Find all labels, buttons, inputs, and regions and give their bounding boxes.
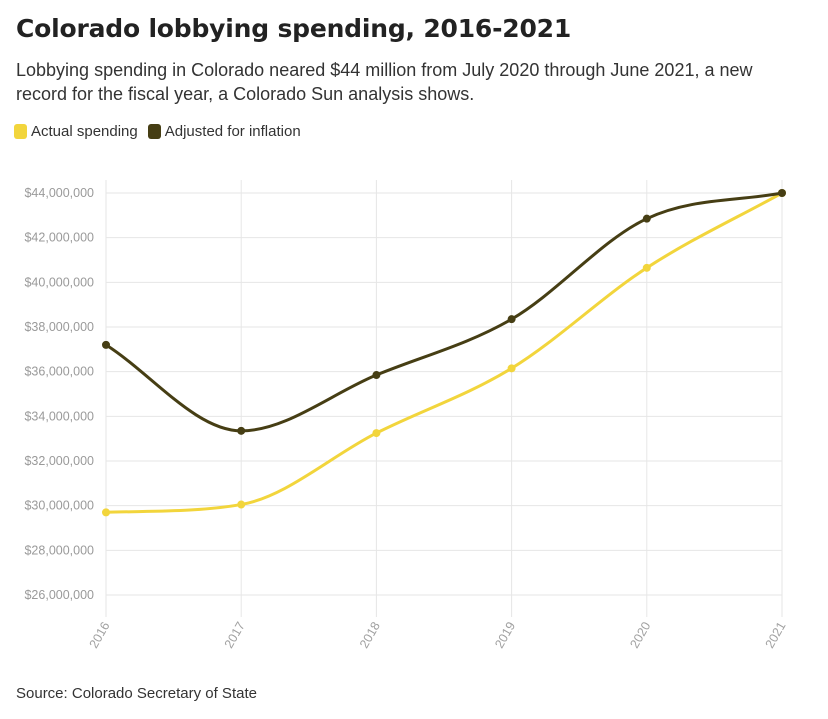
line-chart: $26,000,000 $28,000,000 $30,000,000 $32,000… bbox=[24, 180, 789, 651]
data-point-adjusted-for-inflation bbox=[778, 189, 786, 197]
y-tick-label: $44,000,000 bbox=[24, 186, 94, 200]
y-tick-label: $34,000,000 bbox=[24, 409, 94, 423]
data-point-actual-spending bbox=[507, 364, 516, 373]
source-note: Source: Colorado Secretary of State bbox=[16, 685, 257, 702]
y-tick-label: $28,000,000 bbox=[24, 543, 94, 557]
legend-label-actual: Actual spending bbox=[31, 123, 138, 140]
data-point-actual-spending bbox=[372, 429, 381, 438]
data-point-adjusted-for-inflation bbox=[102, 340, 110, 349]
x-tick-label: 2019 bbox=[492, 619, 518, 650]
x-tick-label: 2018 bbox=[357, 619, 383, 650]
y-tick-label: $42,000,000 bbox=[24, 231, 94, 245]
data-point-adjusted-for-inflation bbox=[507, 315, 516, 324]
x-tick-label: 2021 bbox=[763, 619, 789, 650]
data-point-actual-spending bbox=[642, 263, 651, 272]
x-tick-label: 2020 bbox=[627, 619, 653, 650]
legend-item-actual[interactable]: Actual spending bbox=[14, 123, 138, 140]
x-tick-label: 2017 bbox=[222, 619, 248, 650]
series-line-actual-spending bbox=[104, 191, 784, 514]
y-tick-label: $32,000,000 bbox=[24, 454, 94, 468]
chart-title: Colorado lobbying spending, 2016-2021 bbox=[16, 14, 572, 43]
y-tick-label: $26,000,000 bbox=[24, 588, 94, 602]
legend-swatch-adjusted bbox=[147, 124, 161, 139]
x-tick-label: 2016 bbox=[87, 619, 113, 650]
data-point-actual-spending bbox=[102, 508, 110, 517]
y-tick-label: $40,000,000 bbox=[24, 275, 94, 289]
legend: Actual spending Adjusted for inflation bbox=[14, 123, 311, 140]
data-point-adjusted-for-inflation bbox=[237, 426, 246, 435]
data-point-adjusted-for-inflation bbox=[642, 214, 651, 223]
legend-item-adjusted[interactable]: Adjusted for inflation bbox=[147, 123, 301, 140]
data-point-actual-spending bbox=[237, 500, 246, 509]
y-tick-label: $30,000,000 bbox=[24, 499, 94, 513]
series-line-adjusted-for-inflation bbox=[104, 191, 784, 433]
y-tick-label: $38,000,000 bbox=[24, 320, 94, 334]
y-tick-label: $36,000,000 bbox=[24, 365, 94, 379]
legend-label-adjusted: Adjusted for inflation bbox=[164, 123, 301, 140]
legend-swatch-actual bbox=[14, 124, 27, 139]
chart-subtitle: Lobbying spending in Colorado neared $44… bbox=[16, 60, 753, 104]
data-point-adjusted-for-inflation bbox=[372, 371, 381, 380]
